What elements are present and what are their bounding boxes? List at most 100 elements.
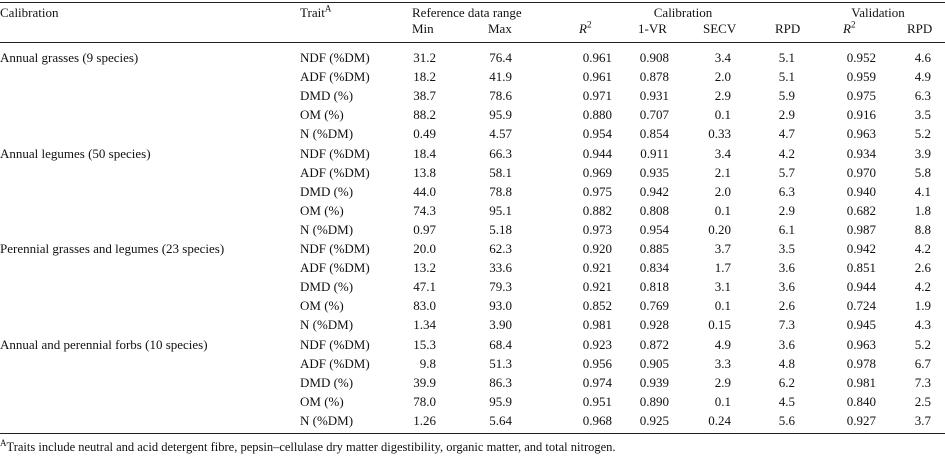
value-cell: 3.6: [778, 279, 795, 295]
group-label: Perennial grasses and legumes (23 specie…: [0, 241, 225, 256]
value-cell: 4.57: [489, 126, 512, 142]
header-bottom-rule: [0, 42, 945, 43]
value-cell: 0.916: [846, 107, 876, 123]
value-cell: 1.9: [914, 298, 931, 314]
value-cell: 0.851: [846, 260, 876, 276]
value-cell: 0.978: [846, 355, 876, 371]
trait-cell: ADF (%DM): [300, 260, 370, 276]
header-max: Max: [488, 21, 512, 36]
value-cell: 86.3: [489, 374, 512, 390]
value-cell: 33.6: [489, 260, 512, 276]
value-cell: 5.6: [778, 412, 795, 428]
value-cell: 0.24: [708, 412, 731, 428]
value-cell: 76.4: [489, 50, 512, 65]
value-cell: 4.2: [914, 241, 931, 256]
value-cell: 1.7: [714, 260, 731, 276]
table-bottom-rule: [0, 433, 945, 434]
value-cell: 2.6: [778, 298, 795, 314]
value-cell: 0.963: [846, 126, 876, 142]
table-footnote: ATraits include neutral and acid deterge…: [0, 437, 616, 454]
value-cell: 3.5: [914, 107, 931, 123]
value-cell: 4.3: [914, 317, 931, 333]
value-cell: 1.26: [413, 412, 436, 428]
group-label: Annual legumes (50 species): [0, 145, 151, 161]
value-cell: 0.970: [846, 164, 876, 180]
value-cell: 0.769: [639, 298, 669, 314]
value-cell: 0.974: [582, 374, 612, 390]
trait-cell: ADF (%DM): [300, 164, 370, 180]
value-cell: 5.2: [914, 126, 931, 142]
table-top-rule: [0, 2, 945, 3]
value-cell: 0.963: [846, 336, 876, 352]
value-cell: 0.954: [639, 221, 669, 237]
value-cell: 3.5: [778, 241, 795, 256]
value-cell: 0.854: [639, 126, 669, 142]
value-cell: 66.3: [489, 145, 512, 161]
value-cell: 4.2: [778, 145, 795, 161]
value-cell: 4.1: [914, 183, 931, 199]
value-cell: 3.7: [914, 412, 931, 428]
value-cell: 0.961: [582, 69, 612, 85]
value-cell: 5.1: [778, 50, 795, 65]
value-cell: 0.890: [639, 393, 669, 409]
value-cell: 6.3: [778, 183, 795, 199]
trait-cell: ADF (%DM): [300, 69, 370, 85]
trait-cell: OM (%): [300, 202, 344, 218]
trait-cell: NDF (%DM): [300, 145, 370, 161]
value-cell: 2.1: [714, 164, 731, 180]
header-secv: SECV: [703, 21, 737, 36]
value-cell: 0.971: [582, 88, 612, 104]
value-cell: 3.7: [714, 241, 731, 256]
trait-cell: N (%DM): [300, 221, 354, 237]
header-rpd-validation: RPD: [907, 21, 933, 36]
value-cell: 78.6: [489, 88, 512, 104]
header-trait: TraitA: [300, 3, 332, 20]
value-cell: 47.1: [413, 279, 436, 295]
value-cell: 0.928: [639, 317, 669, 333]
value-cell: 1.34: [413, 317, 436, 333]
value-cell: 5.7: [778, 164, 795, 180]
value-cell: 4.6: [914, 50, 931, 65]
value-cell: 0.931: [639, 88, 669, 104]
trait-cell: N (%DM): [300, 412, 354, 428]
value-cell: 4.5: [778, 393, 795, 409]
value-cell: 0.920: [582, 241, 612, 256]
value-cell: 0.923: [582, 336, 612, 352]
value-cell: 0.808: [639, 202, 669, 218]
value-cell: 0.940: [846, 183, 876, 199]
trait-cell: NDF (%DM): [300, 241, 370, 256]
value-cell: 3.1: [714, 279, 731, 295]
value-cell: 6.2: [778, 374, 795, 390]
value-cell: 2.0: [714, 183, 731, 199]
value-cell: 5.18: [489, 221, 512, 237]
value-cell: 74.3: [413, 202, 436, 218]
value-cell: 0.872: [639, 336, 669, 352]
value-cell: 0.1: [714, 298, 731, 314]
value-cell: 0.942: [846, 241, 876, 256]
value-cell: 0.944: [846, 279, 876, 295]
header-min: Min: [412, 21, 434, 36]
trait-cell: DMD (%): [300, 88, 354, 104]
value-cell: 9.8: [419, 355, 436, 371]
value-cell: 4.8: [778, 355, 795, 371]
value-cell: 0.921: [582, 279, 612, 295]
value-cell: 95.9: [489, 107, 512, 123]
value-cell: 2.9: [714, 374, 731, 390]
header-r2-validation: R2: [843, 19, 856, 36]
value-cell: 0.954: [582, 126, 612, 142]
value-cell: 7.3: [914, 374, 931, 390]
value-cell: 41.9: [489, 69, 512, 85]
value-cell: 0.987: [846, 221, 876, 237]
value-cell: 6.1: [778, 221, 795, 237]
value-cell: 78.0: [413, 393, 436, 409]
value-cell: 5.1: [778, 69, 795, 85]
value-cell: 3.9: [914, 145, 931, 161]
trait-cell: OM (%): [300, 107, 344, 123]
value-cell: 0.956: [582, 355, 612, 371]
value-cell: 18.2: [413, 69, 436, 85]
header-reference-range: Reference data range: [412, 5, 522, 20]
value-cell: 0.707: [639, 107, 669, 123]
value-cell: 0.1: [714, 393, 731, 409]
value-cell: 93.0: [489, 298, 512, 314]
value-cell: 0.818: [639, 279, 669, 295]
